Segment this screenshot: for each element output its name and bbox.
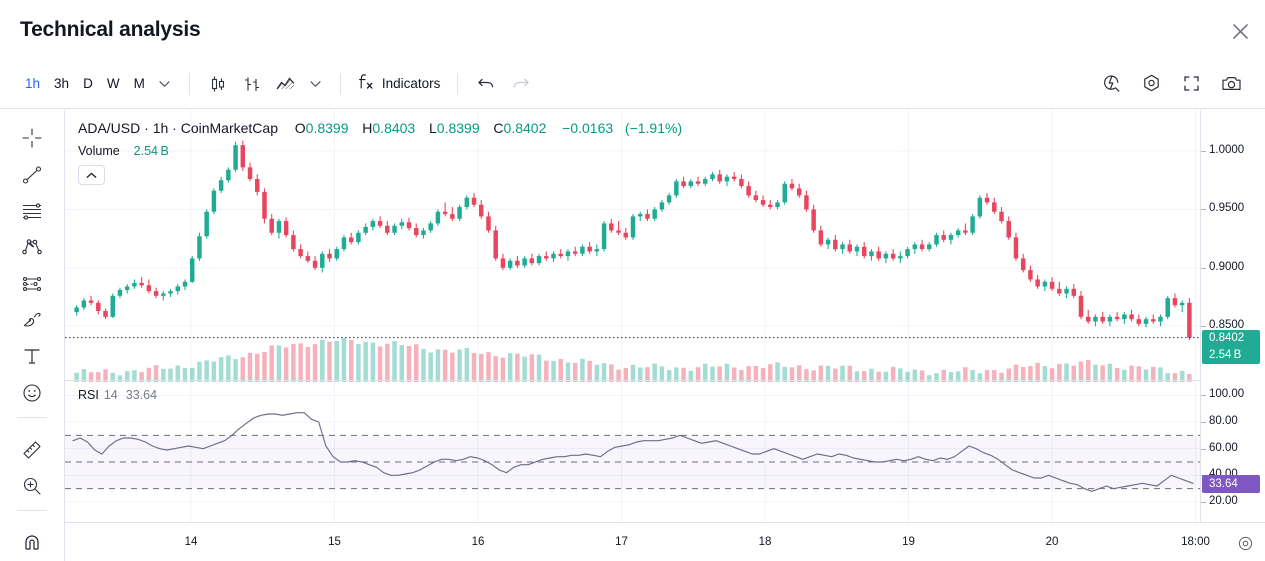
- rsi-name: RSI: [78, 388, 99, 402]
- current-price-value: 0.8402: [1209, 331, 1245, 344]
- rsi-value-badge[interactable]: 33.64: [1202, 474, 1260, 493]
- redo-icon: [506, 70, 534, 98]
- price-axis-label: 0.8500: [1209, 319, 1245, 332]
- emoji-icon[interactable]: [11, 374, 53, 410]
- timeframe-m[interactable]: M: [133, 75, 145, 91]
- fullscreen-icon[interactable]: [1176, 69, 1206, 99]
- current-volume-value: 2.54 B: [1209, 348, 1242, 361]
- rsi-axis-tick: [1201, 395, 1206, 397]
- chart-type-chevron-down-icon[interactable]: [305, 73, 327, 95]
- time-axis-label: 16: [471, 536, 485, 548]
- chart-canvas[interactable]: ADA/USD · 1h · CoinMarketCap O0.8399 H0.…: [65, 110, 1265, 561]
- rsi-pane[interactable]: [65, 382, 1200, 522]
- chevron-up-icon: [86, 172, 97, 178]
- rsi-axis-label: 60.00: [1209, 441, 1238, 454]
- trend-line-icon[interactable]: [11, 156, 53, 192]
- pane-separator: [65, 380, 1200, 381]
- time-axis-label: 18:00: [1181, 536, 1210, 548]
- rsi-axis-label: 100.00: [1209, 388, 1245, 401]
- time-axis-label: 19: [902, 536, 915, 548]
- rsi-axis-label: 80.00: [1209, 415, 1238, 427]
- camera-icon[interactable]: [1216, 69, 1246, 99]
- area-chart-icon[interactable]: [272, 70, 300, 98]
- toolbar-divider-left-1: [17, 416, 47, 426]
- brush-icon[interactable]: [11, 302, 53, 338]
- time-axis-label: 18: [758, 536, 772, 548]
- candlestick-plot: [65, 110, 1200, 380]
- price-axis[interactable]: 1.0000 0.9500 0.9000 0.8500 0.8402 2.54 B 100.…: [1200, 110, 1265, 522]
- volume-plot: [74, 338, 1192, 382]
- price-axis-label: 1.0000: [1209, 144, 1245, 157]
- timeframe-d[interactable]: D: [83, 75, 93, 91]
- rsi-axis-tick: [1201, 448, 1206, 450]
- modal-header: Technical analysis: [0, 0, 1265, 59]
- time-axis-label: 15: [328, 536, 341, 548]
- timeframe-1h[interactable]: 1h: [25, 75, 41, 91]
- fx-icon: [358, 72, 375, 96]
- collapse-pane-button[interactable]: [78, 165, 105, 185]
- rsi-legend: RSI 14 33.64: [78, 388, 157, 402]
- drawing-toolbar: [0, 110, 65, 561]
- text-icon[interactable]: [11, 338, 53, 374]
- indicators-label: Indicators: [381, 76, 441, 91]
- time-axis-label: 17: [615, 536, 628, 548]
- undo-icon[interactable]: [472, 70, 500, 98]
- rsi-period: 14: [103, 388, 118, 402]
- settings-icon[interactable]: [1136, 69, 1166, 99]
- indicators-button[interactable]: Indicators: [352, 68, 447, 100]
- toolbar-divider-2: [339, 72, 341, 95]
- crosshair-icon[interactable]: [11, 120, 53, 156]
- current-price-badge[interactable]: 0.8402 2.54 B: [1202, 329, 1260, 364]
- rsi-axis-tick: [1201, 422, 1206, 423]
- page-title: Technical analysis: [20, 18, 201, 41]
- toolbar-divider-left-2: [17, 510, 47, 519]
- price-axis-label: 0.9000: [1209, 260, 1245, 273]
- rsi-value: 33.64: [125, 388, 158, 402]
- toolbar-divider-1: [188, 72, 190, 95]
- chart-toolbar: 1h 3h D W M: [0, 59, 1265, 109]
- time-axis-label: 14: [184, 536, 198, 548]
- fib-retracement-icon[interactable]: [11, 193, 53, 229]
- chevron-down-icon[interactable]: [154, 73, 176, 95]
- candlestick-icon[interactable]: [204, 70, 232, 98]
- bar-chart-icon[interactable]: [238, 70, 266, 98]
- rsi-axis-tick: [1201, 502, 1206, 503]
- toolbar-divider-3: [457, 72, 459, 95]
- alert-icon[interactable]: [1096, 69, 1126, 99]
- measure-icon[interactable]: [11, 431, 53, 467]
- price-pane[interactable]: [65, 110, 1200, 380]
- rsi-axis-label: 20.00: [1209, 495, 1238, 507]
- price-axis-label: 0.9500: [1209, 202, 1245, 215]
- rsi-plot: [65, 382, 1200, 522]
- magnet-icon[interactable]: [11, 525, 53, 561]
- price-axis-tick: [1201, 326, 1206, 328]
- gear-icon[interactable]: [1235, 533, 1255, 553]
- price-axis-tick: [1201, 267, 1206, 269]
- price-axis-tick: [1201, 209, 1206, 211]
- time-axis-label: 20: [1045, 536, 1059, 548]
- timeframe-3h[interactable]: 3h: [54, 75, 70, 91]
- time-axis[interactable]: 14 15 16 17 18 19 20 18:00: [65, 522, 1265, 561]
- zoom-in-icon[interactable]: [11, 468, 53, 504]
- pitchfork-icon[interactable]: [11, 229, 53, 265]
- close-icon[interactable]: [1223, 14, 1257, 48]
- pattern-icon[interactable]: [11, 265, 53, 301]
- timeframe-w[interactable]: W: [106, 75, 120, 91]
- price-axis-tick: [1201, 151, 1206, 153]
- rsi-badge-value: 33.64: [1209, 477, 1238, 490]
